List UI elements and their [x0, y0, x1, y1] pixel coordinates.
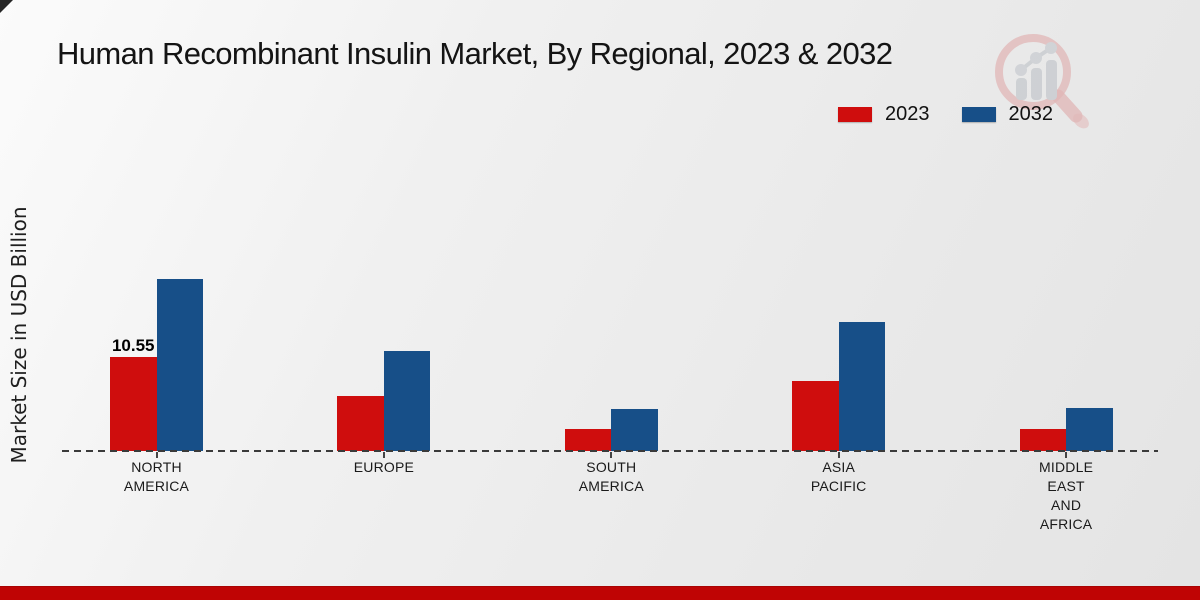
x-axis-baseline: [62, 450, 1158, 452]
bar-2023-middle-east-and-africa: [1019, 428, 1067, 451]
bar-value-label: 10.55: [111, 336, 155, 355]
chart-title: Human Recombinant Insulin Market, By Reg…: [57, 36, 893, 71]
bar-2032-asia-pacific: [838, 321, 886, 451]
category-label-asia-pacific: ASIA PACIFIC: [810, 459, 867, 494]
bar-2023-asia-pacific: [792, 380, 839, 451]
legend: 2023 2032: [838, 103, 1053, 126]
category-label-middle-east-and-africa: MIDDLE EAST AND AFRICA: [1039, 459, 1094, 532]
x-axis-tick: [1065, 452, 1068, 458]
bar-2032-south-america: [611, 409, 658, 451]
legend-item-2032: 2032: [961, 103, 1054, 126]
category-label-north-america: NORTH AMERICA: [123, 459, 190, 494]
legend-item-2023: 2023: [838, 103, 930, 126]
magnifier-bar-chart-logo-icon: [995, 34, 1089, 129]
x-axis-tick: [610, 452, 613, 458]
bar-2023-europe: [337, 395, 384, 451]
bar-2032-north-america: [156, 279, 203, 451]
bar-2023-north-america: [110, 357, 157, 451]
category-label-europe: EUROPE: [353, 459, 415, 475]
x-axis-tick: [155, 452, 158, 458]
x-axis-tick: [837, 452, 840, 458]
category-label-south-america: SOUTH AMERICA: [578, 459, 644, 494]
x-axis-tick: [382, 452, 385, 458]
legend-swatch-2023: [838, 107, 872, 122]
corner-fold-decoration: [0, 0, 13, 13]
bar-2032-middle-east-and-africa: [1066, 408, 1113, 451]
footer-accent-band: [0, 586, 1200, 600]
bar-2032-europe: [383, 351, 431, 451]
bar-2023-south-america: [564, 428, 612, 451]
legend-label-2032: 2032: [1008, 103, 1054, 125]
legend-swatch-2032: [961, 107, 996, 122]
legend-label-2023: 2023: [885, 103, 930, 125]
